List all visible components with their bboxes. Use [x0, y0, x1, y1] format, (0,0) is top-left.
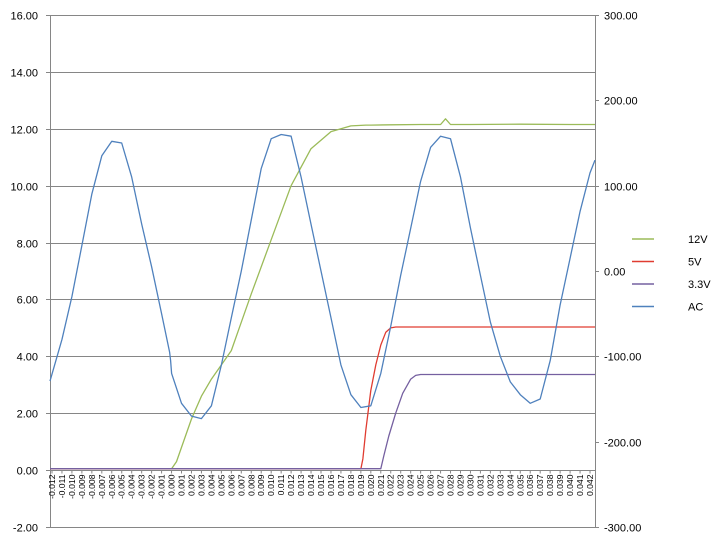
x-axis-tick-labels: -0.012 -0.011 -0.010 -0.009 -0.008 -0.007 -0.0…: [47, 474, 595, 499]
x-axis-tick-label: -0.005: [117, 474, 127, 499]
x-axis-tick-label: -0.002: [147, 474, 157, 499]
x-axis-tick-label: 0.042: [585, 474, 595, 496]
y-axis-tick-label: 8.00: [17, 239, 38, 251]
x-axis-tick-label: 0.027: [436, 474, 446, 496]
y-axis-tick-label: 2.00: [17, 409, 38, 421]
y-axis-tick-labels: -2.00 0.00 2.00 4.00 6.00 8.00 10.00 12.00 14.00…: [10, 11, 38, 535]
y-axis-tick-label: 4.00: [17, 352, 38, 364]
x-axis-tick-label: 0.010: [266, 474, 276, 496]
x-axis-tick-label: 0.016: [326, 474, 336, 496]
secondary-y-axis-tick-label: 300.00: [604, 11, 638, 23]
legend-label: 3.3V: [688, 279, 711, 291]
y-axis-tick-label: -2.00: [13, 523, 38, 535]
secondary-y-axis-tick-label: 0.00: [604, 267, 625, 279]
x-axis-tick-label: 0.041: [575, 474, 585, 496]
x-axis-tick-label: 0.015: [316, 474, 326, 496]
series-line-3-3v: [50, 373, 595, 470]
series-line-5v: [50, 326, 595, 470]
x-axis-tick-label: 0.011: [276, 474, 286, 495]
x-axis-tick-label: 0.020: [366, 474, 376, 496]
y-axis-tick-label: 12.00: [10, 125, 38, 137]
legend-label: AC: [688, 302, 703, 314]
x-axis-tick-label: 0.034: [505, 474, 515, 496]
x-axis-tick-label: 0.019: [356, 474, 366, 496]
x-axis-tick-label: -0.007: [97, 474, 107, 499]
x-axis-tick-label: 0.012: [286, 474, 296, 496]
x-axis-tick-label: 0.038: [545, 474, 555, 496]
secondary-y-axis-tick-label: -200.00: [604, 438, 641, 450]
x-axis-tick-label: 0.026: [426, 474, 436, 496]
x-axis-tick-label: 0.035: [515, 474, 525, 496]
x-axis-tick-label: -0.003: [137, 474, 147, 499]
secondary-y-axis-tick-label: -100.00: [604, 352, 641, 364]
x-axis-tick-label: 0.029: [456, 474, 466, 496]
x-axis-tick-label: 0.018: [346, 474, 356, 496]
legend: 12V 5V 3.3V AC: [632, 234, 711, 314]
x-axis-tick-label: 0.003: [196, 474, 206, 496]
x-axis-tick-label: 0.022: [386, 474, 396, 496]
x-axis-tick-label: 0.028: [446, 474, 456, 496]
x-axis-tick-label: 0.025: [416, 474, 426, 496]
x-axis-tick-label: 0.037: [535, 474, 545, 496]
x-axis-tick-label: 0.032: [485, 474, 495, 496]
x-axis-tick-label: 0.008: [246, 474, 256, 496]
secondary-y-axis-tick-labels: -300.00 -200.00 -100.00 0.00 100.00 200.00 300…: [604, 11, 641, 535]
secondary-y-axis-tick-label: 100.00: [604, 182, 638, 194]
secondary-y-axis-tick-label: 200.00: [604, 96, 638, 108]
x-axis-tick-label: 0.005: [216, 474, 226, 496]
x-axis-tick-label: -0.004: [127, 474, 137, 499]
x-axis-tick-label: 0.040: [565, 474, 575, 496]
x-axis-tick-label: 0.007: [236, 474, 246, 496]
x-axis-tick-label: 0.001: [177, 474, 187, 496]
x-axis-tick-label: -0.011: [57, 474, 67, 498]
x-axis-tick-label: 0.023: [396, 474, 406, 496]
x-axis-tick-label: 0.013: [296, 474, 306, 496]
axes: [46, 15, 599, 528]
x-axis-tick-label: -0.006: [107, 474, 117, 499]
x-axis-tick-label: 0.039: [555, 474, 565, 496]
y-axis-tick-label: 10.00: [10, 182, 38, 194]
x-axis-tick-label: 0.004: [206, 474, 216, 496]
y-axis-tick-label: 0.00: [17, 466, 38, 478]
y-axis-tick-label: 16.00: [10, 11, 38, 23]
x-axis-tick-label: 0.017: [336, 474, 346, 496]
x-axis-tick-label: 0.024: [406, 474, 416, 496]
legend-label: 12V: [688, 234, 708, 246]
x-axis-tick-label: 0.033: [495, 474, 505, 496]
x-axis-tick-label: 0.009: [256, 474, 266, 496]
x-axis-tick-label: -0.008: [87, 474, 97, 499]
x-axis-tick-label: 0.000: [167, 474, 177, 496]
x-axis-tick-label: 0.014: [306, 474, 316, 496]
x-axis-tick-label: 0.021: [376, 474, 386, 496]
y-axis-tick-label: 14.00: [10, 68, 38, 80]
secondary-y-axis-tick-label: -300.00: [604, 523, 641, 535]
x-axis-tick-label: -0.010: [67, 474, 77, 499]
x-axis-tick-label: -0.001: [157, 474, 167, 499]
plot-series: [49, 118, 596, 470]
x-axis-tick-label: 0.002: [187, 474, 197, 496]
x-axis-tick-label: 0.006: [226, 474, 236, 496]
series-line-ac: [49, 133, 596, 420]
x-axis-tick-label: -0.012: [47, 474, 57, 499]
x-axis-tick-label: -0.009: [77, 474, 87, 499]
y-axis-tick-label: 6.00: [17, 295, 38, 307]
legend-label: 5V: [688, 257, 702, 269]
x-axis-tick-label: 0.036: [525, 474, 535, 496]
series-line-12v: [50, 118, 595, 470]
x-axis-tick-label: 0.030: [466, 474, 476, 496]
x-axis-tick-label: 0.031: [475, 474, 485, 496]
